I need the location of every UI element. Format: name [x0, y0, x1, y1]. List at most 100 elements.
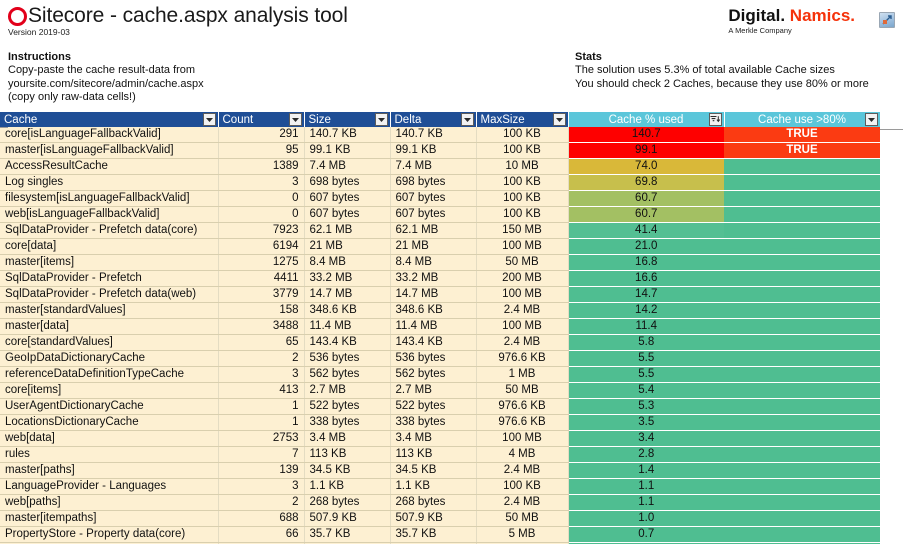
cell-maxsize: 2.4 MB	[476, 334, 569, 351]
cell-cache-name: SqlDataProvider - Prefetch data(web)	[0, 286, 219, 303]
cell-size: 3.4 MB	[304, 430, 391, 447]
table-row[interactable]: filesystem[isLanguageFallbackValid] 0 607 …	[0, 190, 880, 207]
cell-count: 1	[218, 398, 305, 415]
cache-table-body: core[isLanguageFallbackValid] 291 140.7 KB…	[0, 127, 880, 544]
table-row[interactable]: PropertyStore - Property data(core) 66 35.…	[0, 526, 880, 543]
table-row[interactable]: master[itempaths] 688 507.9 KB 507.9 KB 50 M…	[0, 510, 880, 527]
table-row[interactable]: rules 7 113 KB 113 KB 4 MB 2.8	[0, 446, 880, 463]
cell-maxsize: 100 MB	[476, 238, 569, 255]
table-row[interactable]: SqlDataProvider - Prefetch data(web) 3779…	[0, 286, 880, 303]
filter-dropdown-icon[interactable]	[460, 113, 474, 126]
cell-cache-percent-used: 3.4	[568, 430, 724, 447]
table-row[interactable]: LocationsDictionaryCache 1 338 bytes 338 by…	[0, 414, 880, 431]
cell-maxsize: 2.4 MB	[476, 542, 569, 544]
table-row[interactable]: web[data] 2753 3.4 MB 3.4 MB 100 MB 3.4	[0, 430, 880, 447]
cell-maxsize: 100 MB	[476, 430, 569, 447]
status-badge	[724, 510, 880, 527]
table-row[interactable]: core[standardValues] 65 143.4 KB 143.4 KB 2.…	[0, 334, 880, 351]
cell-cache-percent-used: 5.4	[568, 382, 724, 399]
cell-maxsize: 5 MB	[476, 526, 569, 543]
cache-table: Cache Count Size Delta MaxSize Cache % used Ca…	[0, 112, 881, 544]
table-row[interactable]: core[items] 413 2.7 MB 2.7 MB 50 MB 5.4	[0, 382, 880, 399]
status-badge	[724, 270, 880, 287]
cell-cache-percent-used: 21.0	[568, 238, 724, 255]
table-row[interactable]: SqlDataProvider - Prefetch data(core) 792…	[0, 222, 880, 239]
column-header-size[interactable]: Size	[304, 112, 391, 127]
cell-size: 33.2 MB	[304, 270, 391, 287]
cell-cache-name: master[itempaths]	[0, 510, 219, 527]
cell-delta: 348.6 KB	[390, 302, 477, 319]
table-row[interactable]: master[standardValues] 158 348.6 KB 348.6 K…	[0, 302, 880, 319]
header-rule-left	[0, 127, 8, 128]
cell-cache-percent-used: 60.7	[568, 206, 724, 223]
table-row[interactable]: UserAgentDictionaryCache 1 522 bytes 522 by…	[0, 398, 880, 415]
column-header-delta[interactable]: Delta	[390, 112, 477, 127]
filter-dropdown-icon[interactable]	[288, 113, 302, 126]
status-badge	[724, 350, 880, 367]
column-header-cache[interactable]: Cache	[0, 112, 219, 127]
cell-maxsize: 50 MB	[476, 510, 569, 527]
column-header-maxsize[interactable]: MaxSize	[476, 112, 569, 127]
table-row[interactable]: Log singles 3 698 bytes 698 bytes 100 KB 69.8	[0, 174, 880, 191]
cell-cache-name: AccessResultCache	[0, 158, 219, 175]
cache-table-container: Cache Count Size Delta MaxSize Cache % used Ca…	[0, 112, 903, 544]
column-header-count[interactable]: Count	[218, 112, 305, 127]
cell-cache-name: master[data]	[0, 318, 219, 335]
table-row[interactable]: core[data] 6194 21 MB 21 MB 100 MB 21.0	[0, 238, 880, 255]
column-header-cache-use-80[interactable]: Cache use >80%	[724, 112, 881, 127]
status-badge	[724, 318, 880, 335]
table-row[interactable]: SqlDataProvider - Prefetch 4411 33.2 MB 33.…	[0, 270, 880, 287]
cell-cache-name: core[isLanguageFallbackValid]	[0, 127, 219, 143]
page-title: Sitecore - cache.aspx analysis tool	[28, 4, 348, 27]
status-badge	[724, 430, 880, 447]
table-row[interactable]: web[paths] 2 268 bytes 268 bytes 2.4 MB 1.1	[0, 494, 880, 511]
cell-delta: 698 bytes	[390, 174, 477, 191]
filter-dropdown-icon[interactable]	[864, 113, 878, 126]
instructions-block: Instructions Copy-paste the cache result…	[8, 50, 204, 105]
cell-cache-percent-used: 11.4	[568, 318, 724, 335]
vendor-tagline: A Merkle Company	[728, 26, 792, 35]
status-badge	[724, 414, 880, 431]
filter-dropdown-icon[interactable]	[552, 113, 566, 126]
cell-delta: 14 KB	[390, 542, 477, 544]
cell-maxsize: 2.4 MB	[476, 494, 569, 511]
cell-cache-percent-used: 5.5	[568, 366, 724, 383]
column-header-cache-used[interactable]: Cache % used	[568, 112, 725, 127]
cell-maxsize: 100 KB	[476, 127, 569, 143]
cell-size: 14 KB	[304, 542, 391, 544]
table-row[interactable]: master[paths] 139 34.5 KB 34.5 KB 2.4 MB 1.4	[0, 462, 880, 479]
status-badge	[724, 382, 880, 399]
cell-maxsize: 100 MB	[476, 286, 569, 303]
table-row[interactable]: GeoIpDataDictionaryCache 2 536 bytes 536 by…	[0, 350, 880, 367]
cell-count: 3	[218, 366, 305, 383]
cell-size: 562 bytes	[304, 366, 391, 383]
cell-cache-percent-used: 1.4	[568, 462, 724, 479]
table-row[interactable]: LanguageProvider - Languages 3 1.1 KB 1.1 K…	[0, 478, 880, 495]
cache-table-header-row: Cache Count Size Delta MaxSize Cache % used Ca…	[0, 112, 881, 127]
filter-dropdown-icon[interactable]	[374, 113, 388, 126]
cell-count: 158	[218, 302, 305, 319]
cell-delta: 7.4 MB	[390, 158, 477, 175]
table-row[interactable]: master[isLanguageFallbackValid] 95 99.1 KB…	[0, 142, 880, 159]
table-row[interactable]: master[items] 1275 8.4 MB 8.4 MB 50 MB 16.8	[0, 254, 880, 271]
cell-cache-name: Log singles	[0, 174, 219, 191]
cell-count: 95	[218, 142, 305, 159]
table-row[interactable]: referenceDataDefinitionTypeCache 3 562 byt…	[0, 366, 880, 383]
cell-maxsize: 10 MB	[476, 158, 569, 175]
filter-sort-desc-icon[interactable]	[708, 113, 722, 126]
status-badge	[724, 206, 880, 223]
stats-line-2: You should check 2 Caches, because they …	[575, 77, 869, 90]
app-branding: Sitecore - cache.aspx analysis tool	[8, 3, 348, 28]
table-row[interactable]: core[isLanguageFallbackValid] 291 140.7 KB…	[0, 127, 880, 143]
table-row[interactable]: master[data] 3488 11.4 MB 11.4 MB 100 MB 11.4	[0, 318, 880, 335]
table-row[interactable]: web[isLanguageFallbackValid] 0 607 bytes 60…	[0, 206, 880, 223]
status-badge	[724, 542, 880, 544]
stats-line-1: The solution uses 5.3% of total availabl…	[575, 64, 835, 76]
filter-dropdown-icon[interactable]	[202, 113, 216, 126]
cell-size: 99.1 KB	[304, 142, 391, 159]
table-row[interactable]: AccessResultCache 1389 7.4 MB 7.4 MB 10 MB 74…	[0, 158, 880, 175]
cell-size: 348.6 KB	[304, 302, 391, 319]
cell-cache-percent-used: 3.5	[568, 414, 724, 431]
cell-cache-percent-used: 14.7	[568, 286, 724, 303]
